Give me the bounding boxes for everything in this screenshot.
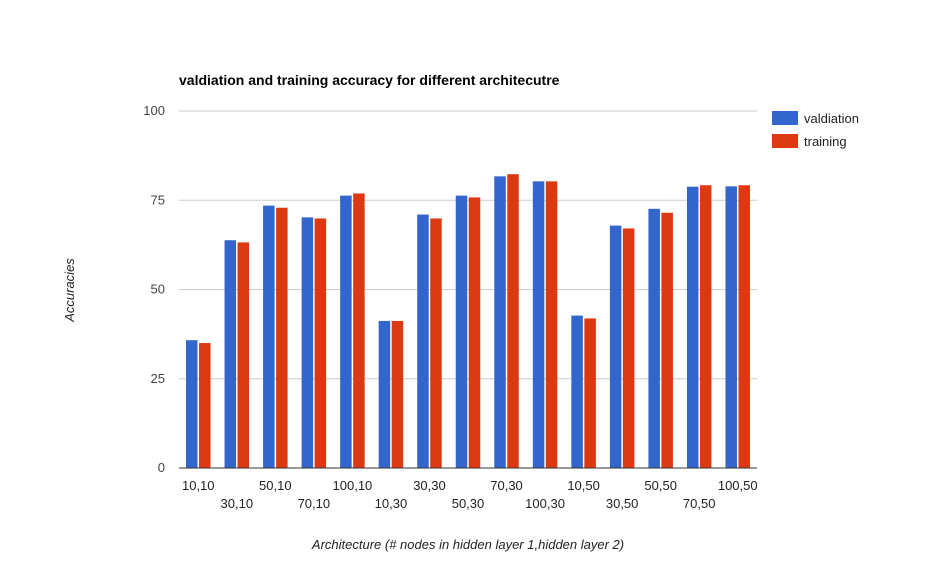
bar-training-70-10[interactable]	[314, 218, 327, 468]
y-tick-label: 0	[158, 460, 165, 475]
y-tick-label: 25	[151, 371, 165, 386]
x-tick-label: 50,10	[259, 478, 292, 493]
bar-valdiation-70-30[interactable]	[494, 176, 506, 468]
x-tick-label: 50,50	[644, 478, 677, 493]
bar-valdiation-30-30[interactable]	[417, 214, 429, 468]
bar-training-100-50[interactable]	[738, 185, 750, 469]
bar-training-70-50[interactable]	[699, 185, 712, 469]
legend-label[interactable]: valdiation	[804, 111, 859, 126]
x-tick-label: 100,50	[718, 478, 758, 493]
bar-valdiation-10-30[interactable]	[378, 320, 391, 468]
legend-swatch[interactable]	[772, 111, 798, 125]
y-tick-label: 50	[151, 282, 165, 297]
x-tick-label: 30,50	[606, 496, 639, 511]
x-tick-label: 70,10	[298, 496, 331, 511]
x-tick-label: 50,30	[452, 496, 485, 511]
bar-training-30-30[interactable]	[430, 218, 442, 468]
x-tick-label: 30,10	[221, 496, 254, 511]
bar-training-50-50[interactable]	[661, 212, 673, 468]
x-tick-label: 100,10	[333, 478, 373, 493]
bar-valdiation-30-50[interactable]	[609, 225, 622, 468]
x-tick-label: 10,10	[182, 478, 215, 493]
x-tick-label: 10,50	[567, 478, 600, 493]
bar-training-50-10[interactable]	[276, 207, 288, 468]
bar-valdiation-100-30[interactable]	[532, 181, 545, 469]
bar-training-10-10[interactable]	[199, 343, 211, 468]
bar-training-30-10[interactable]	[237, 242, 250, 468]
bar-valdiation-100-10[interactable]	[340, 195, 352, 468]
legend-swatch[interactable]	[772, 134, 798, 148]
legend-label[interactable]: training	[804, 134, 847, 149]
chart-title: valdiation and training accuracy for dif…	[179, 72, 560, 88]
x-tick-label: 10,30	[375, 496, 408, 511]
bar-valdiation-10-50[interactable]	[571, 315, 583, 468]
bar-valdiation-10-10[interactable]	[186, 340, 198, 468]
bar-training-100-30[interactable]	[545, 181, 558, 469]
axes: 0 25 50 75 100 10,10 30,10 50,10 70,10100,1010,3…	[143, 103, 757, 511]
bar-training-10-50[interactable]	[584, 318, 596, 468]
bars	[186, 174, 750, 469]
legend: valdiation training	[772, 111, 859, 149]
y-tick-label: 75	[151, 192, 165, 207]
bar-training-100-10[interactable]	[353, 193, 365, 469]
bar-valdiation-100-50[interactable]	[725, 186, 737, 468]
bar-valdiation-70-50[interactable]	[686, 186, 699, 468]
bar-valdiation-30-10[interactable]	[224, 240, 237, 468]
x-tick-label: 100,30	[525, 496, 565, 511]
bar-valdiation-50-30[interactable]	[455, 195, 468, 468]
x-axis-label: Architecture (# nodes in hidden layer 1,…	[311, 537, 624, 552]
bar-valdiation-70-10[interactable]	[301, 217, 314, 468]
x-tick-label: 30,30	[413, 478, 446, 493]
gridlines	[179, 110, 757, 380]
bar-valdiation-50-50[interactable]	[648, 208, 660, 468]
bar-training-70-30[interactable]	[507, 174, 519, 468]
y-axis-label: Accuracies	[62, 258, 77, 323]
bar-training-30-50[interactable]	[622, 228, 635, 468]
bar-training-10-30[interactable]	[391, 320, 404, 468]
bar-training-50-30[interactable]	[468, 197, 481, 469]
y-tick-label: 100	[143, 103, 165, 118]
bar-valdiation-50-10[interactable]	[263, 205, 275, 469]
x-tick-label: 70,30	[490, 478, 523, 493]
x-tick-label: 70,50	[683, 496, 716, 511]
